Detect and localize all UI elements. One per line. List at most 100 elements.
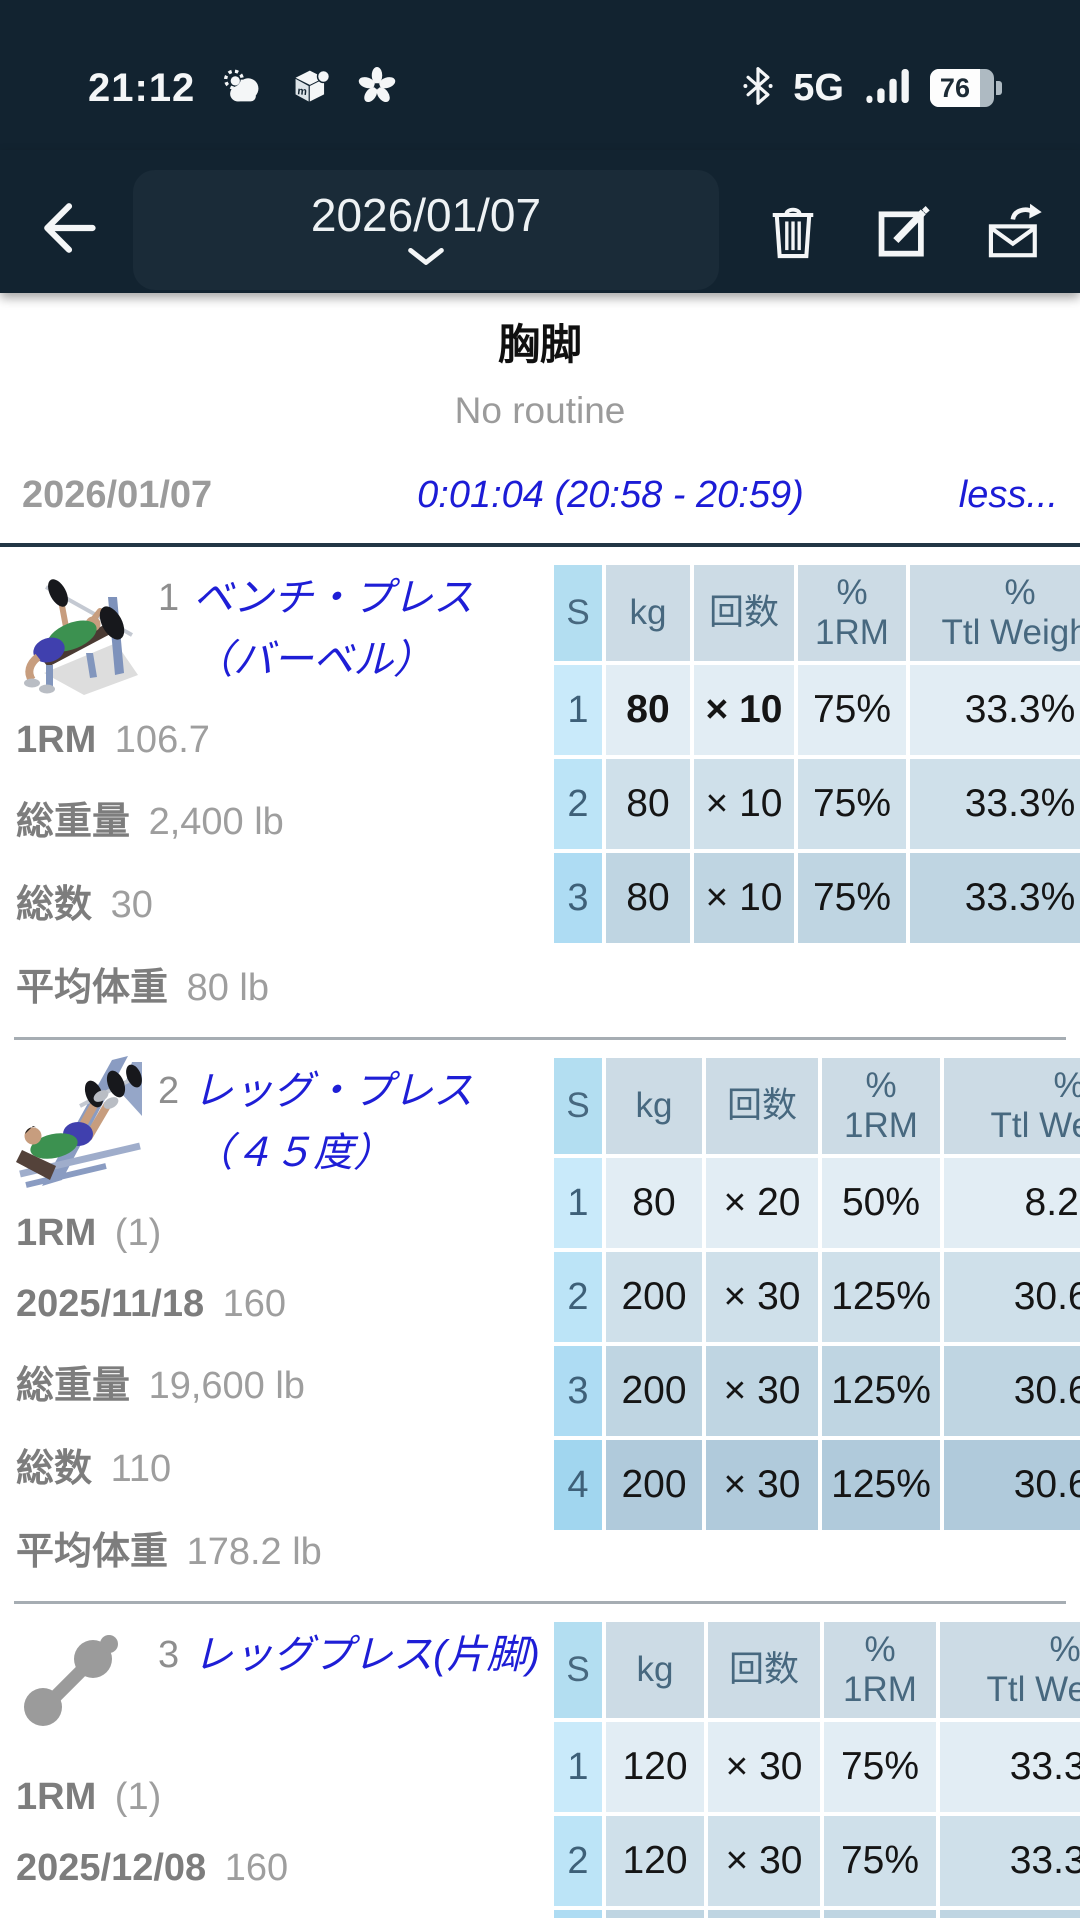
bluetooth-icon [743, 65, 773, 112]
exercise-number: 3 [158, 1634, 180, 1676]
set-cell: 2 [554, 1816, 602, 1906]
exercise-info: 2 レッグ・プレス （４５度） 1RM (1) 2025/11/18 160 総重量 … [0, 1054, 550, 1589]
header-divider [0, 543, 1080, 547]
set-cell: 80 [606, 1158, 702, 1248]
set-cell: 3 [554, 1346, 602, 1436]
set-cell: 33.3% [910, 759, 1080, 849]
session-header: 胸脚 No routine 2026/01/07 0:01:04 (20:58 … [0, 293, 1080, 547]
set-cell: 75% [824, 1722, 936, 1812]
battery-icon: 76 [930, 69, 1002, 107]
leg-press-image [16, 1054, 144, 1192]
network-type-label: 5G [793, 66, 844, 109]
date-dropdown-button[interactable]: 2026/01/07 [133, 170, 719, 290]
leg-press-illustration [16, 1056, 142, 1188]
exercise-name-link[interactable]: ベンチ・プレス （バーベル） [193, 576, 474, 682]
dumbbell-icon [24, 1635, 118, 1726]
set-cell: 80 [606, 665, 690, 755]
bench-press-illustration [24, 579, 138, 695]
session-duration: 0:01:04 (20:58 - 20:59) [417, 474, 804, 516]
set-cell: 33.3% [940, 1722, 1080, 1812]
col-set: S [554, 565, 602, 661]
edit-button[interactable] [874, 200, 932, 262]
exercise-stat: 平均体重 80 lb [16, 967, 269, 1009]
less-link[interactable]: less... [958, 474, 1058, 516]
exercise-stat: 1RM (1) [16, 1776, 162, 1818]
col-pct-1rm: % 1RM [822, 1058, 940, 1154]
weather-sun-cloud-icon [221, 68, 265, 109]
exercise-stat: 総重量 2,400 lb [16, 801, 284, 843]
exercise-title: 1 ベンチ・プレス （バーベル） [158, 561, 473, 699]
set-cell: 80 [606, 853, 690, 943]
set-cell: × 30 [706, 1252, 818, 1342]
set-row[interactable]: 3 120 × 30 75% 33.3% [554, 1910, 1080, 1918]
exercise-number: 1 [158, 577, 180, 619]
exercise-list: 1 ベンチ・プレス （バーベル） 1RM 106.7 総重量 2,400 lb 総数 … [0, 547, 1080, 1918]
col-reps: 回数 [708, 1622, 820, 1718]
set-cell: 50% [822, 1158, 940, 1248]
signal-strength-icon [864, 66, 910, 111]
exercise-stat: 平均体重 178.2 lb [16, 1531, 322, 1573]
exercise-title: 3 レッグプレス(片脚) [158, 1618, 540, 1756]
exercise-stat: 2025/11/18 160 [16, 1283, 287, 1325]
exercise-stat: 総数 110 [16, 1448, 172, 1490]
col-pct-ttl-weight: %Ttl Weight [940, 1622, 1080, 1718]
set-cell: 75% [798, 853, 906, 943]
delete-button[interactable] [764, 200, 822, 262]
clock: 21:12 [88, 65, 196, 110]
set-cell: 30.6% [944, 1346, 1080, 1436]
exercise-name-link[interactable]: レッグプレス(片脚) [193, 1633, 540, 1677]
routine-label: No routine [454, 390, 626, 431]
set-row[interactable]: 3 80 × 10 75% 33.3% [554, 853, 1080, 943]
set-row[interactable]: 1 80 × 10 75% 33.3% [554, 665, 1080, 755]
set-cell: 75% [798, 665, 906, 755]
col-reps: 回数 [706, 1058, 818, 1154]
set-cell: 125% [822, 1440, 940, 1530]
set-cell: 3 [554, 853, 602, 943]
set-cell: 2 [554, 759, 602, 849]
set-cell: × 10 [694, 665, 794, 755]
col-kg: kg [606, 565, 690, 661]
col-pct-1rm: % 1RM [798, 565, 906, 661]
chevron-down-icon [404, 246, 448, 273]
toolbar: 2026/01/07 [0, 150, 1080, 293]
exercise-stat: 総重量 10,800 lb [16, 1904, 550, 1918]
exercise-title: 2 レッグ・プレス （４５度） [158, 1054, 473, 1192]
set-cell: × 20 [706, 1158, 818, 1248]
exercise-stat: 総重量 19,600 lb [16, 1365, 305, 1407]
set-cell: 200 [606, 1346, 702, 1436]
session-date: 2026/01/07 [22, 474, 213, 516]
set-cell: 80 [606, 759, 690, 849]
set-cell: 125% [822, 1252, 940, 1342]
exercise-name-link[interactable]: レッグ・プレス （４５度） [193, 1069, 474, 1175]
set-cell: 120 [606, 1722, 704, 1812]
set-cell: 1 [554, 665, 602, 755]
app-cube-icon: m [291, 67, 331, 110]
battery-tip [996, 81, 1002, 95]
set-cell: 2 [554, 1252, 602, 1342]
col-pct-1rm: % 1RM [824, 1622, 936, 1718]
set-cell: × 30 [708, 1816, 820, 1906]
set-cell: 1 [554, 1158, 602, 1248]
set-cell: × 10 [694, 759, 794, 849]
set-cell: × 30 [706, 1440, 818, 1530]
back-button[interactable] [36, 199, 102, 262]
set-cell: 1 [554, 1722, 602, 1812]
set-row[interactable]: 2 80 × 10 75% 33.3% [554, 759, 1080, 849]
set-cell: 75% [824, 1910, 936, 1918]
exercise-info: 1 ベンチ・プレス （バーベル） 1RM 106.7 総重量 2,400 lb 総数 … [0, 561, 550, 1025]
share-email-button[interactable] [984, 200, 1044, 262]
exercise-head: 3 レッグプレス(片脚) [16, 1618, 550, 1756]
col-kg: kg [606, 1622, 704, 1718]
